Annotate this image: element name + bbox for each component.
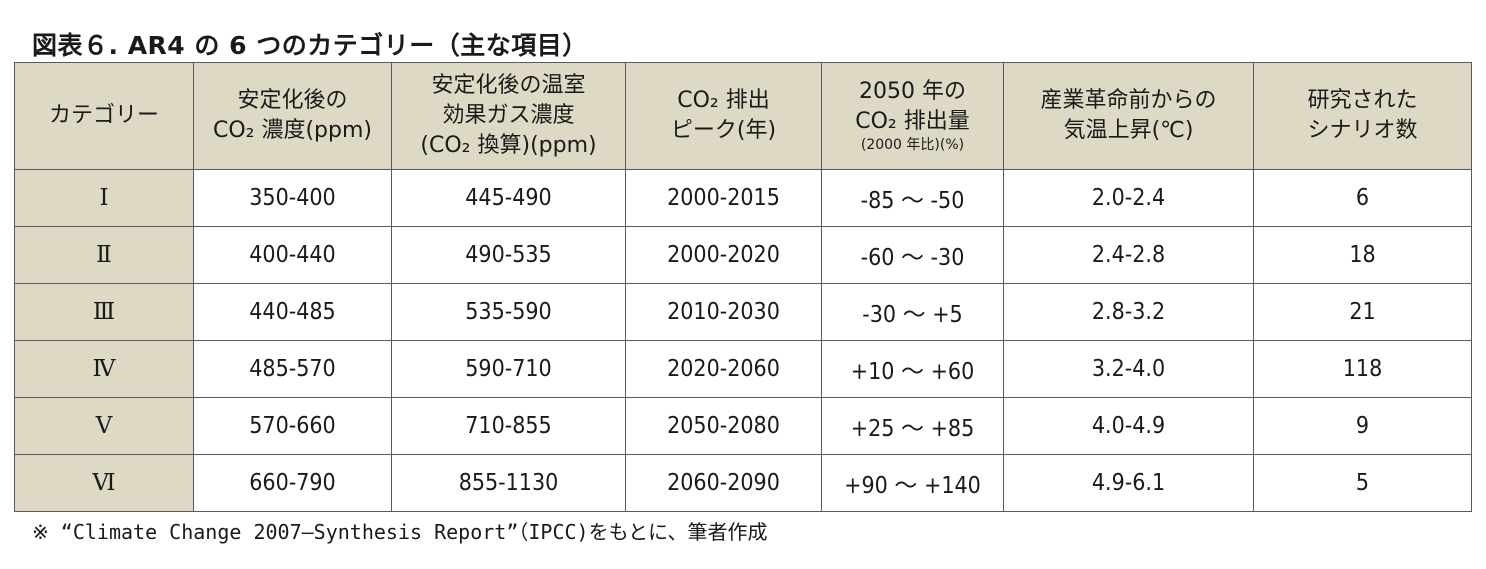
category-label: Ⅳ bbox=[14, 340, 194, 398]
table-cell: -60 ～ -30 bbox=[821, 226, 1004, 284]
table-cell: 350-400 bbox=[193, 169, 392, 227]
table-cell: 4.0-4.9 bbox=[1003, 397, 1254, 455]
table-cell: 485-570 bbox=[193, 340, 392, 398]
table-cell: 9 bbox=[1253, 397, 1472, 455]
table-cell: 21 bbox=[1253, 283, 1472, 341]
table-row: Ⅰ 350-400 445-490 2000-2015 -85 ～ -50 2.… bbox=[14, 169, 1472, 227]
table-cell: 855-1130 bbox=[391, 454, 626, 512]
table-cell: 2020-2060 bbox=[625, 340, 822, 398]
category-table: カテゴリー 安定化後の CO₂ 濃度(ppm) 安定化後の温室 効果ガス濃度 (CO₂… bbox=[14, 62, 1472, 512]
table-cell: -30 ～ +5 bbox=[821, 283, 1004, 341]
table-cell: 490-535 bbox=[391, 226, 626, 284]
source-note: ※ “Climate Change 2007―Synthesis Report”… bbox=[32, 520, 768, 544]
table-cell: +25 ～ +85 bbox=[821, 397, 1004, 455]
table-row: Ⅲ 440-485 535-590 2010-2030 -30 ～ +5 2.8… bbox=[14, 283, 1472, 341]
table-cell: 440-485 bbox=[193, 283, 392, 341]
header-row: カテゴリー 安定化後の CO₂ 濃度(ppm) 安定化後の温室 効果ガス濃度 (CO₂… bbox=[14, 62, 1472, 170]
table-cell: +10 ～ +60 bbox=[821, 340, 1004, 398]
table-cell: 2060-2090 bbox=[625, 454, 822, 512]
table-cell: 535-590 bbox=[391, 283, 626, 341]
table-cell: 2000-2015 bbox=[625, 169, 822, 227]
table-cell: 2.8-3.2 bbox=[1003, 283, 1254, 341]
table-row: Ⅵ 660-790 855-1130 2060-2090 +90 ～ +140 … bbox=[14, 454, 1472, 512]
table-cell: 2010-2030 bbox=[625, 283, 822, 341]
table-cell: +90 ～ +140 bbox=[821, 454, 1004, 512]
table-cell: 3.2-4.0 bbox=[1003, 340, 1254, 398]
header-ghg-concentration: 安定化後の温室 効果ガス濃度 (CO₂ 換算)(ppm) bbox=[391, 62, 626, 170]
table-cell: 2000-2020 bbox=[625, 226, 822, 284]
header-scenario-count: 研究された シナリオ数 bbox=[1253, 62, 1472, 170]
category-label: Ⅵ bbox=[14, 454, 194, 512]
table-cell: 6 bbox=[1253, 169, 1472, 227]
table-cell: 2.0-2.4 bbox=[1003, 169, 1254, 227]
category-label: Ⅴ bbox=[14, 397, 194, 455]
header-temperature-rise: 産業革命前からの 気温上昇(℃) bbox=[1003, 62, 1254, 170]
header-emission-peak: CO₂ 排出 ピーク(年) bbox=[625, 62, 822, 170]
table-cell: 590-710 bbox=[391, 340, 626, 398]
table-row: Ⅳ 485-570 590-710 2020-2060 +10 ～ +60 3.… bbox=[14, 340, 1472, 398]
table-row: Ⅴ 570-660 710-855 2050-2080 +25 ～ +85 4.… bbox=[14, 397, 1472, 455]
header-category: カテゴリー bbox=[14, 62, 194, 170]
category-label: Ⅰ bbox=[14, 169, 194, 227]
table-cell: 18 bbox=[1253, 226, 1472, 284]
table-cell: 4.9-6.1 bbox=[1003, 454, 1254, 512]
figure-title: 図表６. AR4 の 6 つのカテゴリー（主な項目） bbox=[32, 31, 588, 60]
table-cell: 400-440 bbox=[193, 226, 392, 284]
table-cell: 118 bbox=[1253, 340, 1472, 398]
category-label: Ⅲ bbox=[14, 283, 194, 341]
table-cell: 445-490 bbox=[391, 169, 626, 227]
table-cell: 710-855 bbox=[391, 397, 626, 455]
table-cell: 5 bbox=[1253, 454, 1472, 512]
header-2050-emissions: 2050 年の CO₂ 排出量 (2000 年比)(%) bbox=[821, 62, 1004, 170]
table-cell: 570-660 bbox=[193, 397, 392, 455]
table-cell: 660-790 bbox=[193, 454, 392, 512]
table-cell: 2050-2080 bbox=[625, 397, 822, 455]
header-co2-concentration: 安定化後の CO₂ 濃度(ppm) bbox=[193, 62, 392, 170]
category-label: Ⅱ bbox=[14, 226, 194, 284]
table-row: Ⅱ 400-440 490-535 2000-2020 -60 ～ -30 2.… bbox=[14, 226, 1472, 284]
table-cell: -85 ～ -50 bbox=[821, 169, 1004, 227]
table-cell: 2.4-2.8 bbox=[1003, 226, 1254, 284]
